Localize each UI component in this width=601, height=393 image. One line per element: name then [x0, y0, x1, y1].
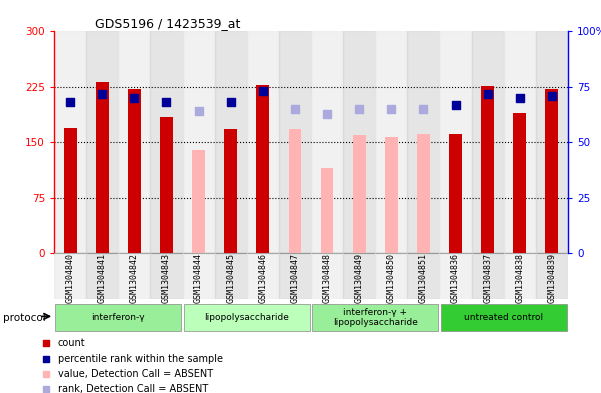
Text: GSM1304836: GSM1304836: [451, 253, 460, 303]
Bar: [472, 253, 504, 299]
Text: protocol: protocol: [3, 313, 46, 323]
Bar: [385, 136, 398, 253]
Bar: [86, 253, 118, 299]
Bar: [184, 304, 310, 331]
Point: [130, 95, 139, 101]
Point: [386, 106, 396, 112]
Bar: [279, 31, 311, 253]
Point: [66, 99, 75, 106]
Point: [41, 340, 50, 347]
Point: [547, 93, 557, 99]
Bar: [55, 304, 182, 331]
Point: [451, 101, 460, 108]
Bar: [407, 31, 439, 253]
Bar: [279, 253, 311, 299]
Bar: [311, 31, 343, 253]
Bar: [183, 253, 215, 299]
Bar: [247, 253, 279, 299]
Point: [419, 106, 429, 112]
Bar: [439, 31, 472, 253]
Bar: [288, 129, 301, 253]
Bar: [86, 31, 118, 253]
Point: [41, 371, 50, 377]
Bar: [375, 31, 407, 253]
Text: GSM1304841: GSM1304841: [98, 253, 107, 303]
Point: [226, 99, 236, 106]
Bar: [343, 31, 375, 253]
Point: [515, 95, 525, 101]
Bar: [546, 89, 558, 253]
Bar: [439, 253, 472, 299]
Bar: [343, 253, 375, 299]
Bar: [417, 134, 430, 253]
Text: GDS5196 / 1423539_at: GDS5196 / 1423539_at: [95, 17, 240, 30]
Bar: [150, 253, 183, 299]
Bar: [375, 253, 407, 299]
Bar: [481, 86, 494, 253]
Text: GSM1304843: GSM1304843: [162, 253, 171, 303]
Text: GSM1304850: GSM1304850: [387, 253, 396, 303]
Text: interferon-γ +
lipopolysaccharide: interferon-γ + lipopolysaccharide: [333, 308, 418, 327]
Bar: [54, 253, 86, 299]
Bar: [118, 253, 150, 299]
Text: lipopolysaccharide: lipopolysaccharide: [204, 313, 289, 322]
Text: GSM1304848: GSM1304848: [323, 253, 332, 303]
Point: [41, 356, 50, 362]
Bar: [257, 85, 269, 253]
Text: GSM1304840: GSM1304840: [66, 253, 75, 303]
Text: GSM1304837: GSM1304837: [483, 253, 492, 303]
Text: GSM1304851: GSM1304851: [419, 253, 428, 303]
Bar: [224, 129, 237, 253]
Bar: [513, 113, 526, 253]
Bar: [449, 134, 462, 253]
Point: [322, 110, 332, 117]
Bar: [118, 31, 150, 253]
Text: GSM1304842: GSM1304842: [130, 253, 139, 303]
Text: GSM1304839: GSM1304839: [548, 253, 557, 303]
Bar: [96, 82, 109, 253]
Point: [258, 88, 267, 95]
Bar: [504, 31, 536, 253]
Bar: [407, 253, 439, 299]
Bar: [353, 135, 365, 253]
Bar: [128, 89, 141, 253]
Point: [41, 386, 50, 392]
Text: GSM1304846: GSM1304846: [258, 253, 267, 303]
Text: GSM1304838: GSM1304838: [515, 253, 524, 303]
Bar: [441, 304, 567, 331]
Point: [194, 108, 203, 114]
Bar: [536, 31, 568, 253]
Bar: [536, 253, 568, 299]
Bar: [150, 31, 183, 253]
Text: rank, Detection Call = ABSENT: rank, Detection Call = ABSENT: [58, 384, 208, 393]
Text: GSM1304844: GSM1304844: [194, 253, 203, 303]
Text: count: count: [58, 338, 85, 349]
Bar: [54, 31, 86, 253]
Bar: [313, 304, 438, 331]
Text: value, Detection Call = ABSENT: value, Detection Call = ABSENT: [58, 369, 213, 379]
Text: GSM1304845: GSM1304845: [226, 253, 235, 303]
Bar: [215, 253, 247, 299]
Text: GSM1304849: GSM1304849: [355, 253, 364, 303]
Bar: [64, 128, 76, 253]
Bar: [160, 117, 173, 253]
Bar: [192, 150, 205, 253]
Bar: [183, 31, 215, 253]
Point: [162, 99, 171, 106]
Text: untreated control: untreated control: [464, 313, 543, 322]
Bar: [215, 31, 247, 253]
Point: [97, 90, 107, 97]
Point: [483, 90, 492, 97]
Bar: [504, 253, 536, 299]
Point: [355, 106, 364, 112]
Bar: [247, 31, 279, 253]
Text: GSM1304847: GSM1304847: [290, 253, 299, 303]
Text: percentile rank within the sample: percentile rank within the sample: [58, 354, 223, 364]
Bar: [311, 253, 343, 299]
Text: interferon-γ: interferon-γ: [91, 313, 145, 322]
Bar: [472, 31, 504, 253]
Bar: [321, 168, 334, 253]
Point: [290, 106, 300, 112]
